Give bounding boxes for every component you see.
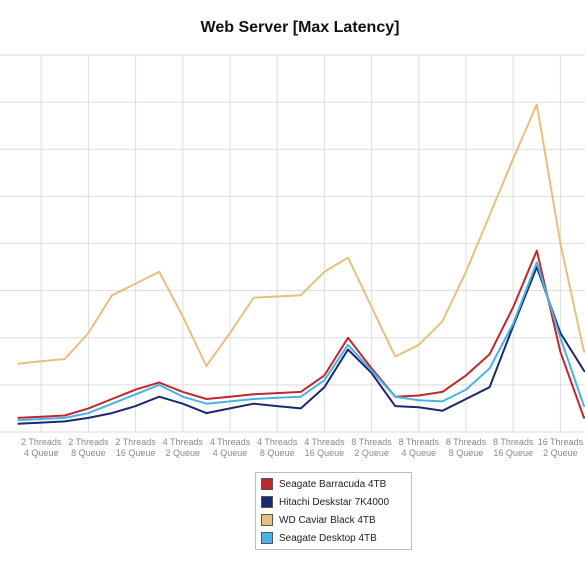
- legend-item: WD Caviar Black 4TB: [256, 511, 411, 529]
- x-tick-label: 8 Threads: [493, 437, 534, 447]
- legend-item: Seagate Desktop 4TB: [256, 529, 411, 547]
- series-line-seagate-barracuda-4tb: [17, 249, 585, 419]
- legend-label: WD Caviar Black 4TB: [279, 514, 376, 526]
- legend-label: Seagate Barracuda 4TB: [279, 478, 387, 490]
- x-tick-label: 8 Queue: [71, 448, 106, 458]
- series-line-hitachi-deskstar-7k4000: [17, 266, 585, 425]
- x-tick-label: 8 Queue: [449, 448, 484, 458]
- x-tick-label: 2 Queue: [543, 448, 578, 458]
- chart-title: Web Server [Max Latency]: [200, 19, 400, 36]
- legend: Seagate Barracuda 4TB Hitachi Deskstar 7K…: [255, 472, 412, 550]
- x-tick-label: 16 Threads: [538, 437, 584, 447]
- x-tick-label: 2 Threads: [115, 437, 156, 447]
- legend-label: Seagate Desktop 4TB: [279, 532, 377, 544]
- legend-swatch: [261, 478, 273, 490]
- x-tick-label: 2 Threads: [68, 437, 109, 447]
- series-lines: [17, 103, 585, 425]
- legend-item: Seagate Barracuda 4TB: [256, 475, 411, 493]
- x-tick-label: 4 Threads: [304, 437, 345, 447]
- legend-swatch: [261, 532, 273, 544]
- x-tick-label: 4 Queue: [24, 448, 59, 458]
- series-line-wd-caviar-black-4tb: [17, 103, 585, 367]
- x-tick-label: 16 Queue: [305, 448, 345, 458]
- x-tick-label: 2 Queue: [354, 448, 389, 458]
- x-tick-label: 8 Threads: [399, 437, 440, 447]
- legend-label: Hitachi Deskstar 7K4000: [279, 496, 390, 508]
- legend-swatch: [261, 496, 273, 508]
- x-tick-label: 4 Threads: [210, 437, 251, 447]
- x-tick-label: 2 Threads: [21, 437, 62, 447]
- x-tick-label: 16 Queue: [493, 448, 533, 458]
- legend-item: Hitachi Deskstar 7K4000: [256, 493, 411, 511]
- x-tick-label: 4 Threads: [163, 437, 204, 447]
- legend-swatch: [261, 514, 273, 526]
- x-tick-label: 8 Queue: [260, 448, 295, 458]
- x-tick-label: 4 Queue: [213, 448, 248, 458]
- grid: [0, 54, 585, 433]
- series-line-seagate-desktop-4tb: [17, 261, 585, 422]
- x-tick-label: 4 Threads: [257, 437, 298, 447]
- x-tick-label: 4 Queue: [402, 448, 437, 458]
- x-tick-label: 8 Threads: [351, 437, 392, 447]
- x-tick-label: 16 Queue: [116, 448, 156, 458]
- x-tick-label: 2 Queue: [166, 448, 201, 458]
- x-tick-label: 8 Threads: [446, 437, 487, 447]
